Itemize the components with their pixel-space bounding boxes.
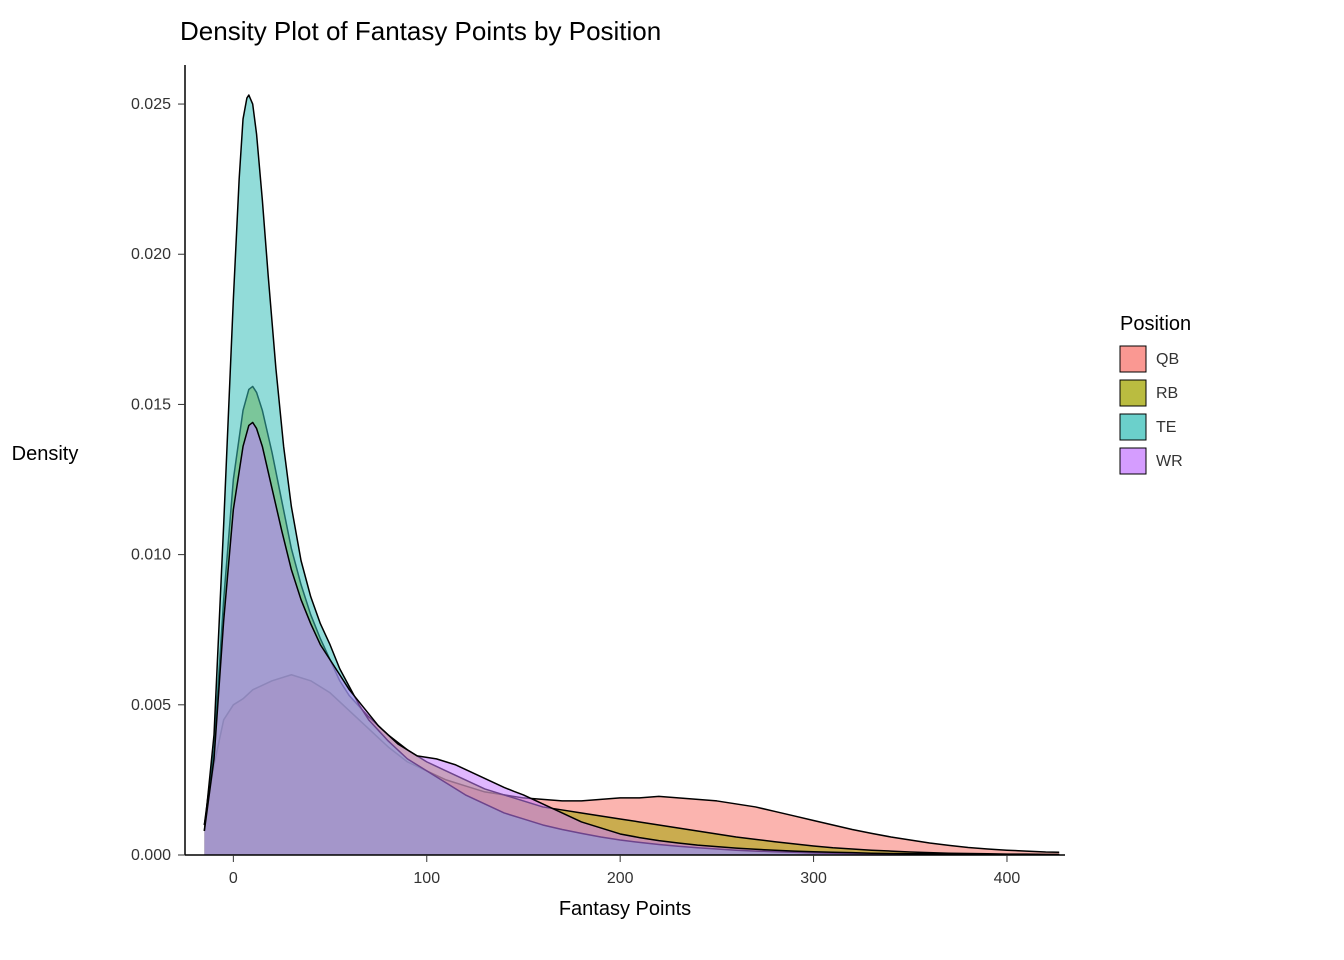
legend-label-te: TE — [1156, 419, 1176, 436]
y-tick-label: 0.000 — [131, 847, 171, 864]
y-tick-label: 0.020 — [131, 246, 171, 263]
y-tick-label: 0.015 — [131, 396, 171, 413]
legend-title: Position — [1120, 313, 1191, 335]
legend-swatch-te — [1120, 414, 1146, 440]
legend-swatch-rb — [1120, 380, 1146, 406]
legend-label-qb: QB — [1156, 351, 1179, 368]
x-tick-label: 400 — [994, 870, 1021, 887]
chart-container: 0 100 200 300 400 0.000 0.005 0.010 0.015 0.020 0.… — [0, 0, 1344, 960]
chart-title: Density Plot of Fantasy Points by Positi… — [180, 16, 661, 46]
x-tick-label: 100 — [413, 870, 440, 887]
legend-swatch-qb — [1120, 346, 1146, 372]
x-tick-label: 200 — [607, 870, 634, 887]
x-tick-label: 300 — [800, 870, 827, 887]
x-tick-label: 0 — [229, 870, 238, 887]
legend-label-wr: WR — [1156, 453, 1183, 470]
y-axis-title: Density — [12, 443, 79, 465]
legend-swatch-wr — [1120, 448, 1146, 474]
y-tick-label: 0.005 — [131, 697, 171, 714]
y-tick-label: 0.010 — [131, 547, 171, 564]
y-tick-label: 0.025 — [131, 96, 171, 113]
x-axis-title: Fantasy Points — [559, 898, 691, 920]
density-chart: 0 100 200 300 400 0.000 0.005 0.010 0.015 0.020 0.… — [0, 0, 1344, 960]
legend-label-rb: RB — [1156, 385, 1178, 402]
